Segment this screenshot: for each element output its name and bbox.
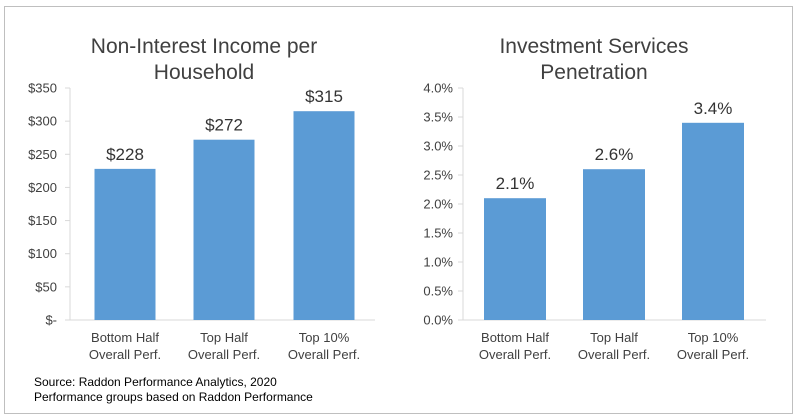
y-tick-label: 2.0% (423, 197, 453, 212)
y-tick-label: 0.0% (423, 313, 453, 328)
data-label: $315 (305, 87, 343, 106)
category-label: Bottom Half (91, 330, 159, 345)
category-label: Top Half (590, 330, 638, 345)
chart-title-line: Investment Services (499, 35, 688, 58)
y-tick-label: 3.0% (423, 139, 453, 154)
bar (94, 168, 156, 320)
y-tick-label: 4.0% (423, 81, 453, 96)
chart-title-line: Non-Interest Income per (91, 35, 317, 58)
category-label: Top Half (200, 330, 248, 345)
data-label: 2.1% (496, 174, 535, 193)
y-tick-label: $50 (35, 279, 57, 294)
y-tick-label: $100 (28, 246, 57, 261)
category-label: Bottom Half (481, 330, 549, 345)
y-tick-label: 1.0% (423, 255, 453, 270)
category-label: Overall Perf. (188, 347, 260, 362)
bar (484, 198, 546, 320)
category-label: Top 10% (688, 330, 739, 345)
chart-title-line: Penetration (540, 61, 647, 84)
y-tick-label: $250 (28, 147, 57, 162)
bar (293, 111, 355, 320)
data-label: $272 (205, 116, 243, 135)
y-tick-label: 0.5% (423, 284, 453, 299)
data-label: 3.4% (694, 99, 733, 118)
y-tick-label: $350 (28, 81, 57, 96)
y-tick-label: $- (45, 313, 57, 328)
category-label: Overall Perf. (578, 347, 650, 362)
y-tick-label: $300 (28, 114, 57, 129)
y-tick-label: 3.5% (423, 110, 453, 125)
chart-title-line: Household (154, 61, 254, 84)
bar (583, 169, 645, 320)
bar (193, 139, 255, 320)
performance-note: Performance groups based on Raddon Perfo… (34, 390, 313, 404)
data-label: $228 (106, 145, 144, 164)
data-label: 2.6% (595, 145, 634, 164)
y-tick-label: $150 (28, 213, 57, 228)
y-tick-label: 2.5% (423, 168, 453, 183)
y-tick-label: $200 (28, 180, 57, 195)
category-label: Overall Perf. (89, 347, 161, 362)
category-label: Top 10% (299, 330, 350, 345)
category-label: Overall Perf. (288, 347, 360, 362)
y-tick-label: 1.5% (423, 226, 453, 241)
source-note: Source: Raddon Performance Analytics, 20… (34, 375, 277, 389)
category-label: Overall Perf. (479, 347, 551, 362)
category-label: Overall Perf. (677, 347, 749, 362)
bar (682, 122, 744, 320)
